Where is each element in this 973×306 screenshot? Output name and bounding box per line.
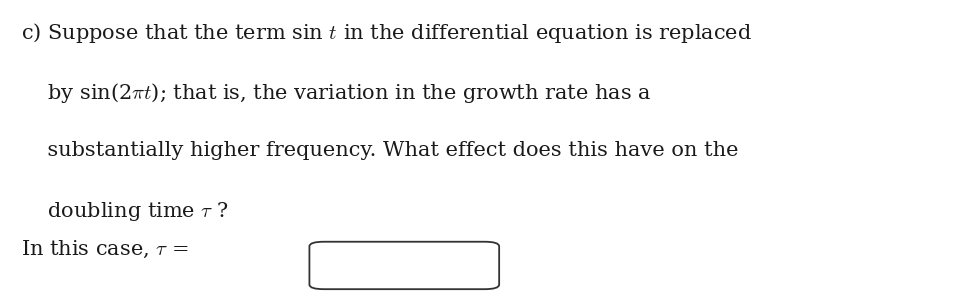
Text: doubling time $\tau$ ?: doubling time $\tau$ ? xyxy=(21,200,230,223)
Text: by sin(2$\pi t$); that is, the variation in the growth rate has a: by sin(2$\pi t$); that is, the variation… xyxy=(21,81,652,105)
Text: c) Suppose that the term sin $t$ in the differential equation is replaced: c) Suppose that the term sin $t$ in the … xyxy=(21,21,752,45)
Text: In this case, $\tau$ =: In this case, $\tau$ = xyxy=(21,239,189,260)
Text: substantially higher frequency. What effect does this have on the: substantially higher frequency. What eff… xyxy=(21,141,739,160)
FancyBboxPatch shape xyxy=(309,242,499,289)
